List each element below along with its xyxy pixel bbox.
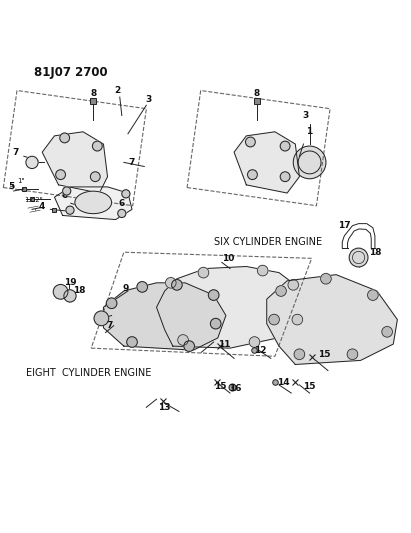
Text: 1.62": 1.62": [24, 197, 43, 203]
Circle shape: [53, 285, 68, 299]
Text: 16: 16: [229, 384, 241, 393]
Circle shape: [64, 290, 76, 302]
Text: 6: 6: [119, 199, 125, 208]
Polygon shape: [157, 266, 307, 348]
Text: 18: 18: [73, 287, 85, 295]
Text: 2: 2: [115, 86, 121, 95]
Circle shape: [66, 206, 74, 214]
Circle shape: [292, 314, 302, 325]
Text: 15: 15: [303, 382, 316, 391]
Circle shape: [137, 281, 148, 292]
Circle shape: [247, 169, 257, 180]
Text: 7: 7: [106, 321, 113, 330]
Polygon shape: [55, 187, 132, 220]
Text: 4: 4: [39, 201, 45, 211]
Text: 10: 10: [222, 254, 234, 263]
Text: 14: 14: [277, 378, 289, 387]
Text: 8: 8: [90, 88, 96, 98]
Circle shape: [245, 137, 255, 147]
Circle shape: [178, 335, 188, 345]
Text: 3: 3: [145, 95, 152, 103]
Text: 7: 7: [12, 148, 19, 157]
Circle shape: [294, 349, 305, 360]
Text: 1: 1: [307, 127, 313, 136]
Circle shape: [94, 311, 109, 326]
Circle shape: [269, 314, 279, 325]
Circle shape: [106, 298, 117, 309]
Text: 1": 1": [17, 178, 25, 184]
Circle shape: [55, 169, 65, 180]
Text: 7: 7: [129, 158, 135, 167]
Circle shape: [276, 286, 286, 296]
Circle shape: [288, 280, 298, 290]
Ellipse shape: [75, 191, 112, 214]
Circle shape: [280, 172, 290, 182]
Text: 3: 3: [302, 111, 309, 120]
Text: 19: 19: [65, 278, 77, 287]
Text: EIGHT  CYLINDER ENGINE: EIGHT CYLINDER ENGINE: [26, 368, 151, 378]
Circle shape: [349, 248, 368, 267]
Text: 5: 5: [9, 182, 15, 191]
Circle shape: [118, 209, 126, 217]
Polygon shape: [234, 132, 299, 193]
Circle shape: [166, 278, 176, 288]
Circle shape: [184, 341, 194, 351]
Text: 17: 17: [338, 221, 351, 230]
Polygon shape: [267, 274, 397, 365]
Circle shape: [210, 318, 221, 329]
Circle shape: [127, 337, 137, 348]
Text: 11: 11: [217, 340, 230, 349]
Circle shape: [280, 141, 290, 151]
Text: 15: 15: [214, 382, 226, 391]
Polygon shape: [104, 283, 226, 350]
Text: 8: 8: [254, 88, 260, 98]
Circle shape: [92, 141, 102, 151]
Text: 9: 9: [123, 285, 129, 294]
Circle shape: [60, 133, 69, 143]
Text: SIX CYLINDER ENGINE: SIX CYLINDER ENGINE: [214, 237, 322, 247]
Circle shape: [208, 290, 219, 301]
Text: 6: 6: [62, 191, 68, 199]
Circle shape: [257, 265, 268, 276]
Text: 15: 15: [318, 350, 330, 359]
Circle shape: [382, 327, 393, 337]
Text: 13: 13: [158, 403, 171, 412]
Polygon shape: [42, 132, 108, 193]
Circle shape: [293, 146, 326, 179]
Circle shape: [321, 273, 331, 284]
Text: 12: 12: [254, 346, 267, 354]
Circle shape: [347, 349, 358, 360]
Circle shape: [198, 268, 209, 278]
Circle shape: [249, 337, 260, 348]
Circle shape: [90, 172, 100, 182]
Circle shape: [122, 190, 130, 198]
Circle shape: [172, 280, 182, 290]
Circle shape: [62, 187, 71, 195]
Circle shape: [26, 156, 38, 168]
Circle shape: [367, 290, 378, 301]
Text: 18: 18: [369, 248, 381, 257]
Text: 81J07 2700: 81J07 2700: [34, 66, 108, 79]
